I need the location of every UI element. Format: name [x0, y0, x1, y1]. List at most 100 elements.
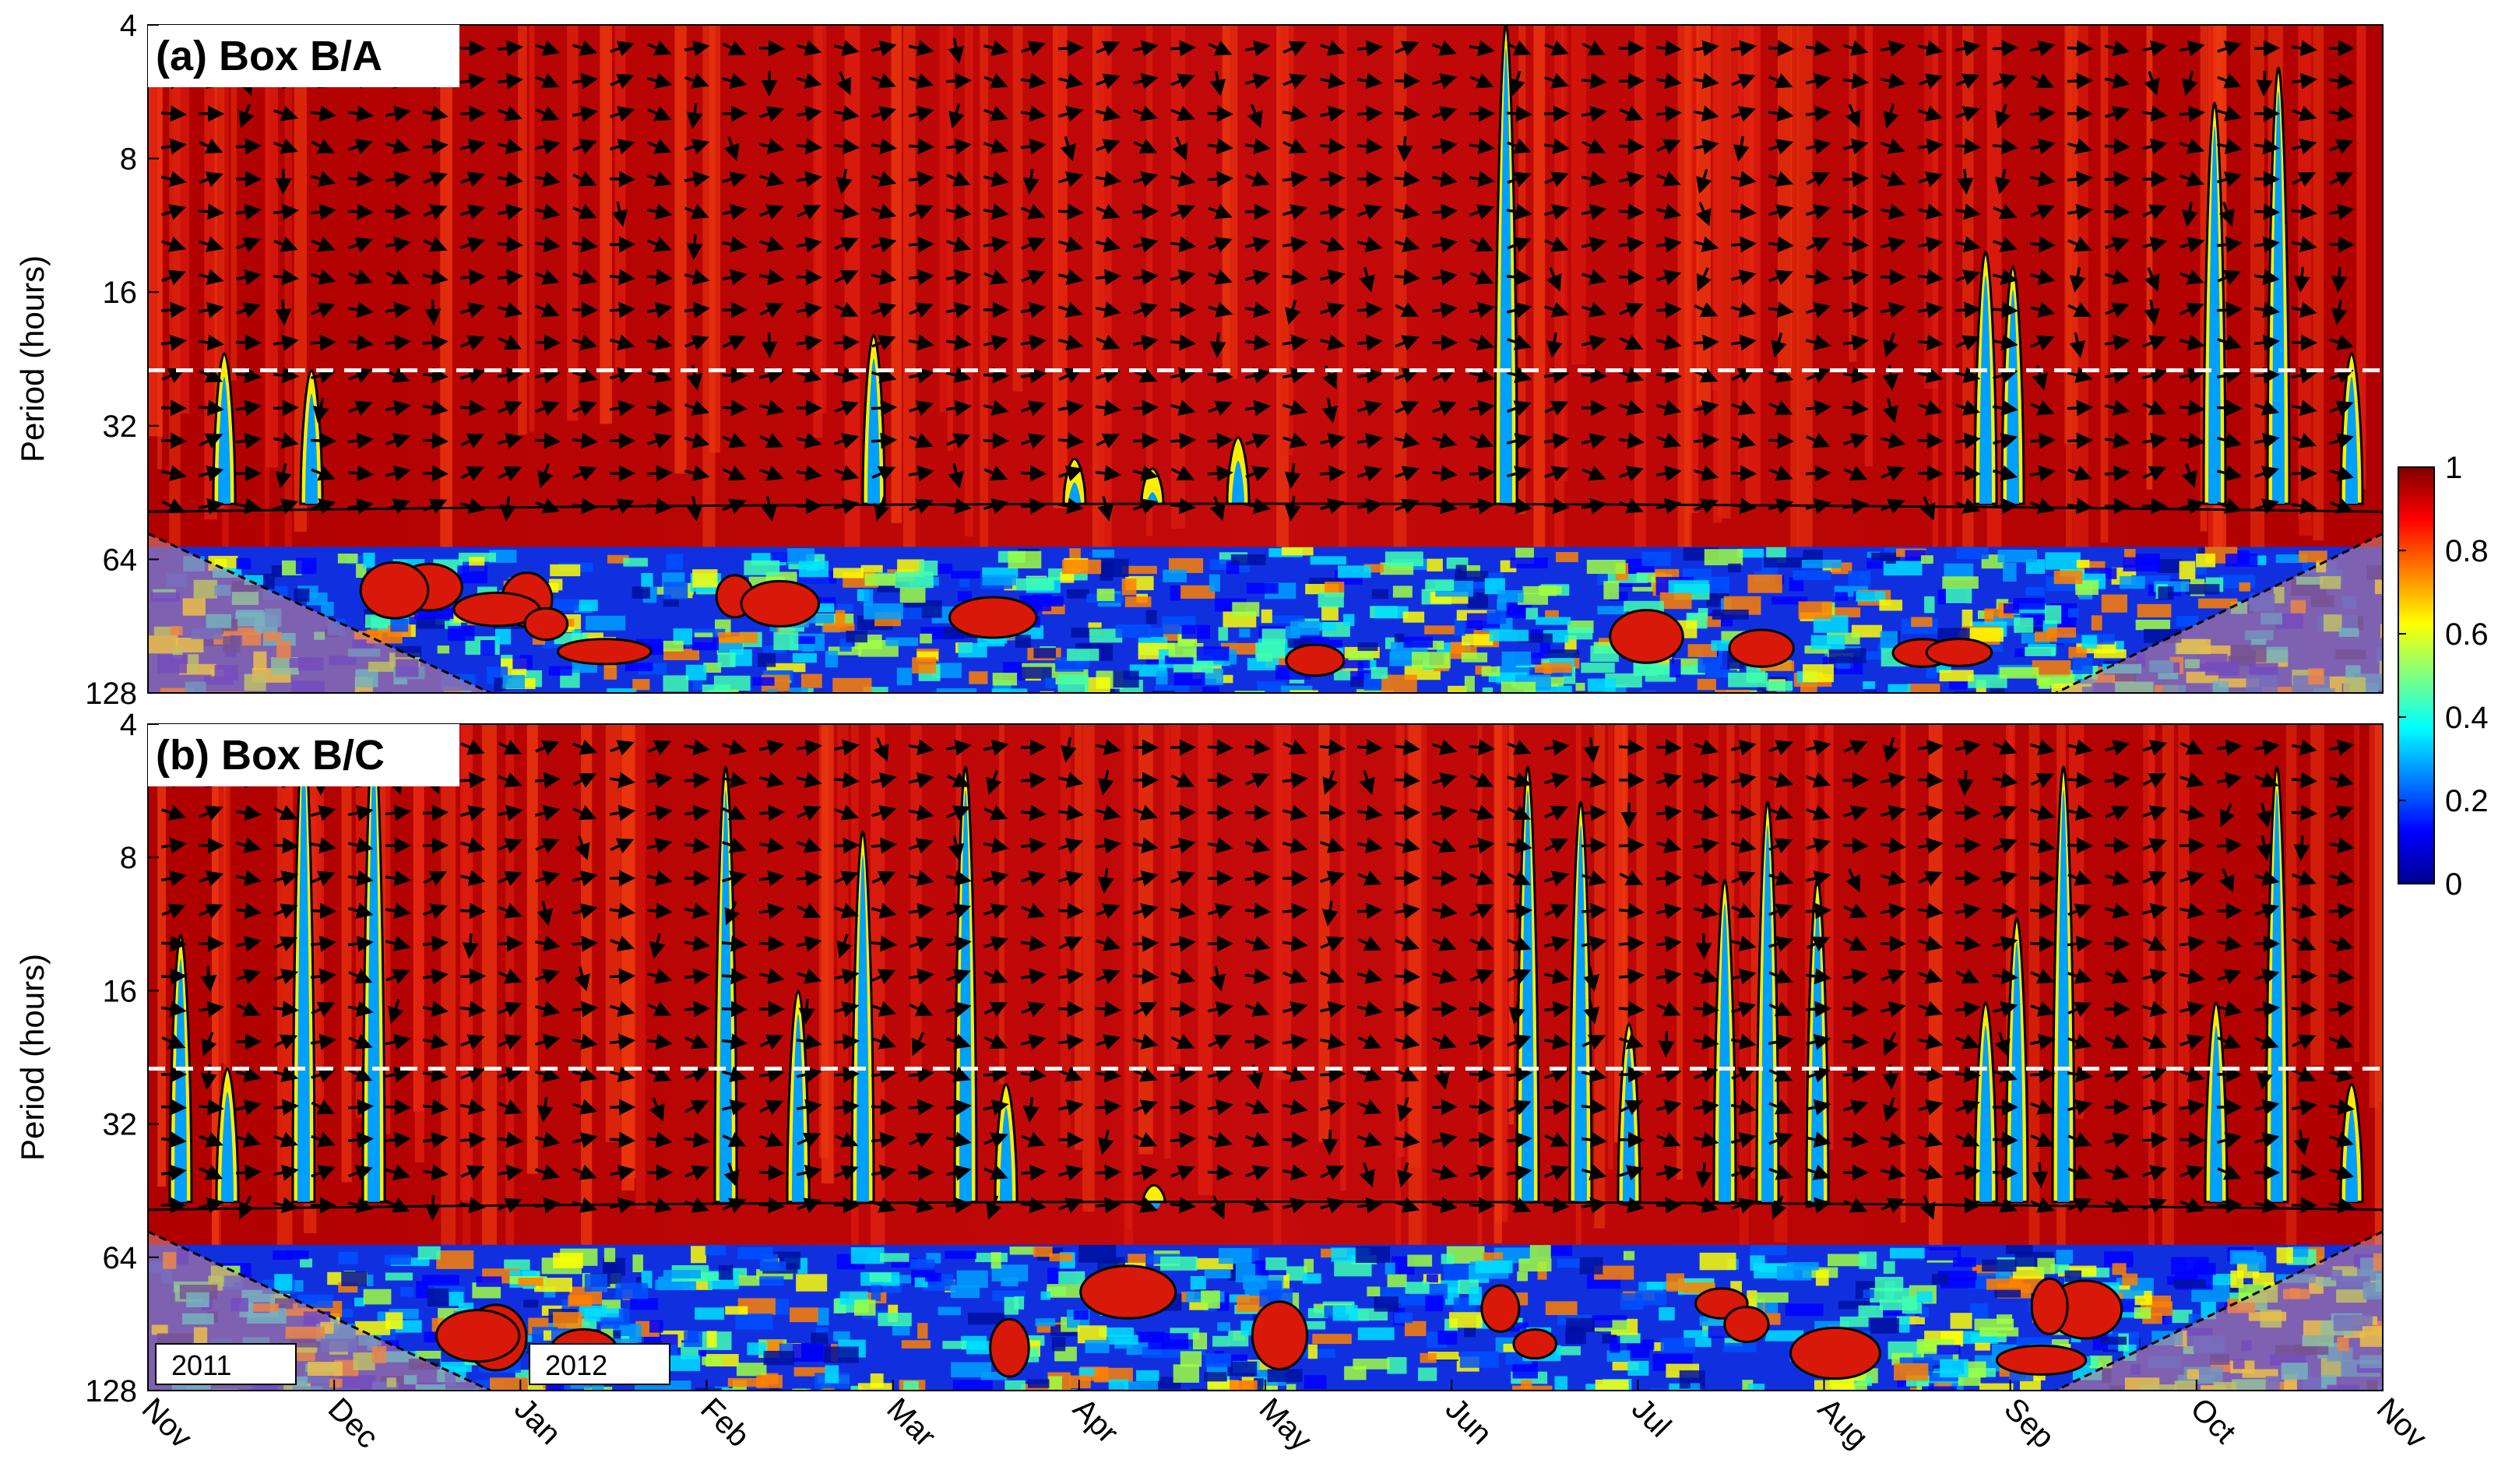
phase-arrow	[1207, 870, 1233, 887]
phase-arrow	[572, 269, 597, 285]
phase-arrow	[1394, 269, 1420, 286]
phase-arrow	[424, 299, 442, 325]
phase-arrow	[1321, 397, 1339, 424]
y-tick-label: 128	[85, 677, 137, 711]
phase-arrow	[2104, 72, 2130, 90]
phase-arrow	[2329, 334, 2355, 350]
phase-arrow	[1655, 105, 1682, 122]
phase-arrow	[1395, 400, 1420, 416]
phase-arrow	[535, 269, 560, 285]
phase-arrow	[871, 40, 897, 57]
phase-arrow	[1618, 203, 1645, 220]
phase-arrow	[796, 870, 822, 887]
phase-arrow	[1656, 139, 1681, 155]
phase-arrow	[1284, 495, 1301, 522]
phase-arrow	[535, 301, 560, 318]
phase-arrow	[2104, 399, 2130, 416]
phase-arrow	[1954, 1066, 1981, 1083]
phase-arrow	[160, 138, 187, 155]
phase-arrow	[2254, 399, 2280, 416]
phase-arrow	[1954, 465, 1981, 482]
phase-arrow	[1469, 40, 1495, 57]
phase-arrow	[347, 1131, 374, 1148]
phase-arrow	[1132, 432, 1159, 449]
phase-arrow	[1693, 334, 1719, 351]
phase-arrow	[1544, 301, 1569, 318]
phase-arrow	[236, 237, 261, 253]
phase-arrow	[1020, 1164, 1047, 1181]
phase-arrow	[1133, 171, 1159, 188]
phase-arrow	[609, 1033, 635, 1050]
phase-arrow	[2179, 367, 2205, 384]
phase-arrow	[1431, 498, 1458, 515]
phase-arrow	[311, 236, 336, 252]
phase-arrow	[2180, 171, 2204, 187]
phase-arrow	[1768, 498, 1794, 515]
phase-arrow	[1096, 73, 1121, 90]
phase-arrow	[647, 138, 672, 154]
x-tick-label: Feb	[694, 1391, 756, 1454]
phase-arrow	[1394, 968, 1420, 985]
phase-arrow	[535, 498, 560, 514]
phase-arrow	[572, 72, 598, 90]
phase-arrow	[534, 236, 561, 253]
phase-arrow	[2216, 367, 2243, 384]
phase-arrow	[1880, 203, 1906, 220]
phase-arrow	[1132, 334, 1159, 351]
phase-arrow	[1581, 269, 1607, 285]
significant-region	[740, 579, 821, 628]
phase-arrow	[1842, 236, 1869, 253]
phase-arrow	[1285, 300, 1301, 325]
phase-arrow	[1396, 135, 1413, 162]
phase-arrow	[2217, 105, 2243, 121]
phase-arrow	[684, 837, 710, 854]
phase-arrow	[1431, 236, 1458, 253]
phase-arrow	[1619, 367, 1644, 383]
phase-arrow	[721, 236, 748, 253]
x-tick-label: May	[1253, 1391, 1319, 1458]
phase-arrow	[2105, 237, 2130, 253]
phase-arrow	[2067, 772, 2093, 789]
phase-arrow	[1356, 498, 1383, 515]
phase-arrow	[908, 106, 934, 122]
phase-arrow	[758, 935, 785, 952]
phase-arrow	[871, 935, 897, 952]
phase-arrow	[572, 432, 598, 449]
phase-arrow	[646, 498, 673, 515]
phase-arrow	[1544, 40, 1569, 56]
phase-arrow	[948, 37, 965, 64]
phase-arrow	[1096, 334, 1121, 350]
phase-arrow	[1655, 739, 1682, 756]
phase-arrow	[572, 139, 597, 155]
phase-arrow	[1057, 498, 1084, 515]
phase-arrow	[1768, 236, 1794, 253]
phase-arrow	[1431, 269, 1458, 286]
phase-arrow	[1693, 72, 1719, 90]
phase-arrow	[646, 465, 673, 482]
phase-arrow	[2104, 40, 2130, 56]
phase-arrow	[1842, 498, 1869, 515]
phase-arrow	[2105, 302, 2130, 318]
phase-arrow	[1655, 301, 1682, 318]
phase-arrow	[422, 804, 449, 821]
phase-arrow	[385, 269, 410, 285]
phase-arrow	[1356, 367, 1383, 384]
phase-arrow	[385, 498, 410, 515]
phase-arrow	[2216, 301, 2243, 318]
phase-arrow	[1805, 1000, 1831, 1018]
phase-arrow	[909, 498, 934, 515]
phase-arrow	[945, 1197, 972, 1214]
phase-arrow	[2254, 466, 2280, 482]
phase-arrow	[423, 204, 448, 220]
phase-arrow	[160, 1099, 187, 1116]
phase-arrow	[2180, 302, 2204, 318]
panel-label: (a) Box B/A	[156, 33, 382, 79]
phase-arrow	[1282, 236, 1308, 253]
phase-arrow	[871, 466, 896, 481]
phase-arrow	[1731, 399, 1756, 416]
phase-arrow	[160, 465, 187, 482]
phase-arrow	[1469, 1000, 1495, 1018]
phase-arrow	[1356, 902, 1383, 920]
phase-arrow	[758, 399, 785, 416]
phase-arrow	[1918, 73, 1943, 90]
